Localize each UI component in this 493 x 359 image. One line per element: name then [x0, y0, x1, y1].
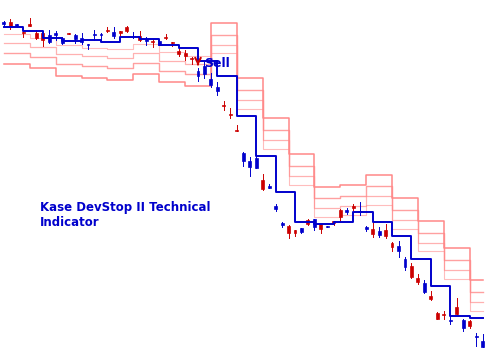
Bar	[145, 39, 148, 41]
Bar	[229, 114, 232, 115]
Text: Sell: Sell	[205, 57, 230, 70]
Bar	[268, 186, 271, 188]
Bar	[48, 35, 51, 42]
Bar	[248, 161, 251, 167]
Bar	[35, 33, 38, 38]
Bar	[67, 33, 70, 34]
Bar	[371, 229, 374, 234]
Bar	[300, 228, 303, 232]
Bar	[151, 41, 154, 42]
Bar	[281, 223, 283, 225]
Bar	[462, 320, 464, 328]
Bar	[332, 221, 335, 223]
Bar	[274, 206, 277, 209]
Bar	[397, 246, 400, 251]
Bar	[358, 211, 361, 212]
Bar	[119, 31, 122, 33]
Bar	[242, 153, 245, 161]
Bar	[410, 266, 413, 277]
Bar	[80, 38, 83, 42]
Bar	[158, 41, 161, 45]
Bar	[313, 219, 316, 227]
Bar	[261, 180, 264, 189]
Bar	[164, 37, 167, 38]
Bar	[429, 296, 432, 299]
Bar	[139, 37, 141, 40]
Bar	[235, 130, 238, 131]
Bar	[345, 210, 348, 212]
Bar	[197, 71, 200, 76]
Bar	[106, 30, 109, 31]
Bar	[404, 259, 406, 267]
Bar	[455, 307, 458, 314]
Bar	[171, 42, 174, 43]
Bar	[449, 320, 452, 321]
Bar	[293, 230, 296, 233]
Bar	[481, 341, 484, 347]
Bar	[93, 34, 96, 35]
Bar	[390, 243, 393, 247]
Bar	[417, 278, 420, 282]
Bar	[384, 230, 387, 236]
Bar	[203, 66, 206, 74]
Bar	[61, 38, 64, 43]
Bar	[2, 22, 5, 24]
Bar	[436, 313, 439, 319]
Bar	[339, 210, 342, 217]
Bar	[255, 158, 258, 168]
Bar	[319, 224, 322, 229]
Bar	[22, 32, 25, 33]
Bar	[41, 33, 44, 40]
Bar	[378, 231, 381, 235]
Bar	[468, 321, 471, 326]
Bar	[125, 27, 128, 31]
Text: Kase DevStop II Technical
Indicator: Kase DevStop II Technical Indicator	[40, 201, 211, 229]
Bar	[475, 336, 478, 337]
Bar	[210, 79, 212, 84]
Bar	[73, 34, 76, 39]
Bar	[29, 24, 31, 25]
Bar	[287, 226, 290, 233]
Bar	[423, 283, 426, 293]
Bar	[9, 22, 12, 27]
Bar	[15, 24, 18, 26]
Bar	[177, 51, 180, 55]
Bar	[112, 32, 115, 36]
Bar	[365, 227, 368, 229]
Bar	[352, 206, 354, 208]
Bar	[307, 220, 310, 224]
Bar	[442, 314, 445, 315]
Bar	[183, 53, 186, 56]
Bar	[100, 34, 103, 35]
Bar	[54, 33, 57, 35]
Bar	[216, 87, 219, 91]
Bar	[222, 105, 225, 106]
Bar	[190, 58, 193, 59]
